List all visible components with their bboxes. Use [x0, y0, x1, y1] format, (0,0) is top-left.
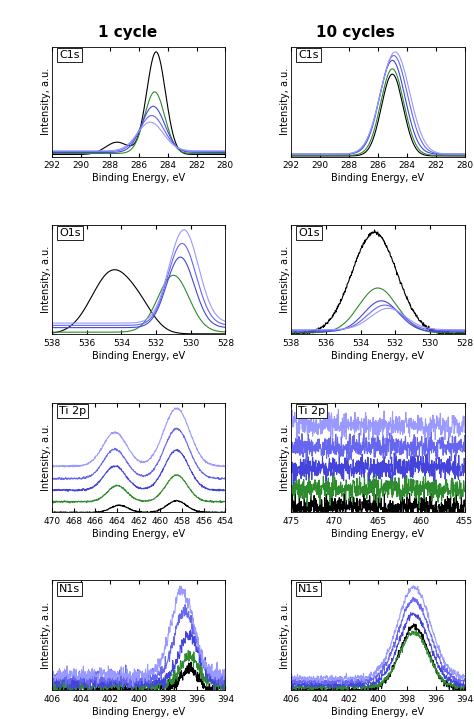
- Y-axis label: Intensity, a.u.: Intensity, a.u.: [280, 246, 290, 313]
- X-axis label: Binding Energy, eV: Binding Energy, eV: [331, 173, 424, 183]
- Y-axis label: Intensity, a.u.: Intensity, a.u.: [280, 602, 290, 669]
- Y-axis label: Intensity, a.u.: Intensity, a.u.: [41, 68, 51, 135]
- X-axis label: Binding Energy, eV: Binding Energy, eV: [331, 351, 424, 361]
- Text: 1 cycle: 1 cycle: [99, 25, 157, 40]
- X-axis label: Binding Energy, eV: Binding Energy, eV: [92, 173, 185, 183]
- Y-axis label: Intensity, a.u.: Intensity, a.u.: [41, 602, 51, 669]
- X-axis label: Binding Energy, eV: Binding Energy, eV: [331, 707, 424, 717]
- Y-axis label: Intensity, a.u.: Intensity, a.u.: [280, 68, 290, 135]
- Text: N1s: N1s: [59, 584, 80, 594]
- X-axis label: Binding Energy, eV: Binding Energy, eV: [92, 529, 185, 539]
- Text: O1s: O1s: [298, 228, 319, 238]
- X-axis label: Binding Energy, eV: Binding Energy, eV: [92, 351, 185, 361]
- Text: O1s: O1s: [59, 228, 81, 238]
- Text: N1s: N1s: [298, 584, 319, 594]
- Text: Ti 2p: Ti 2p: [298, 406, 325, 416]
- Text: Ti 2p: Ti 2p: [59, 406, 86, 416]
- Text: C1s: C1s: [298, 50, 319, 60]
- Text: C1s: C1s: [59, 50, 80, 60]
- Y-axis label: Intensity, a.u.: Intensity, a.u.: [280, 423, 290, 491]
- X-axis label: Binding Energy, eV: Binding Energy, eV: [331, 529, 424, 539]
- Y-axis label: Intensity, a.u.: Intensity, a.u.: [41, 246, 51, 313]
- Text: 10 cycles: 10 cycles: [316, 25, 395, 40]
- Y-axis label: Intensity, a.u.: Intensity, a.u.: [41, 423, 51, 491]
- X-axis label: Binding Energy, eV: Binding Energy, eV: [92, 707, 185, 717]
